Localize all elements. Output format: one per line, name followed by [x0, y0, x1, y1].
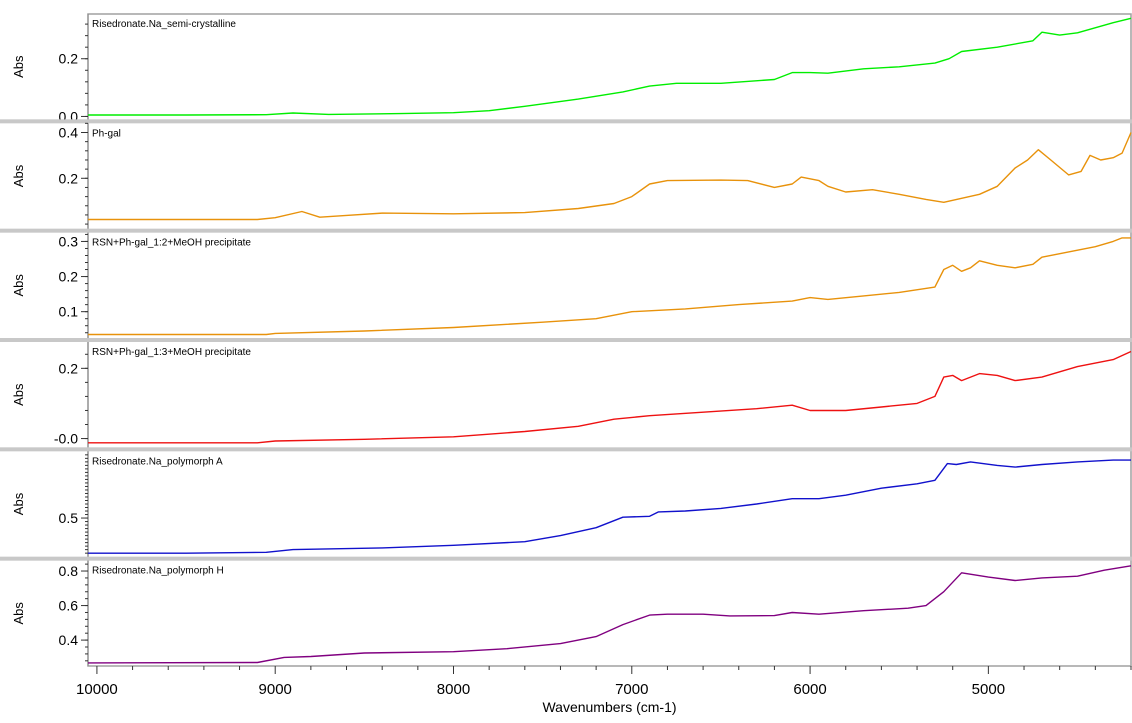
panel-separator: [0, 119, 1132, 124]
panel-title: Risedronate.Na_polymorph A: [92, 456, 223, 467]
spectrum-line: [88, 132, 1132, 221]
y-tick-label: 0.2: [59, 51, 79, 67]
y-axis-label: Abs: [11, 55, 26, 78]
panel-title: Risedronate.Na_semi-crystalline: [92, 19, 236, 30]
y-tick-label: 0.8: [59, 563, 79, 579]
panel-separator: [0, 228, 1132, 233]
x-tick-label: 8000: [437, 681, 470, 698]
y-axis-label: Abs: [11, 383, 26, 406]
x-tick-label: 5000: [972, 681, 1005, 698]
panel-title: RSN+Ph-gal_1:3+MeOH precipitate: [92, 347, 251, 358]
x-tick-label: 6000: [793, 681, 826, 698]
y-tick-label: 0.2: [59, 269, 79, 285]
y-tick-label: 0.4: [59, 124, 79, 140]
spectrum-line: [88, 350, 1132, 444]
panel-title: Ph-gal: [92, 128, 121, 139]
spectrum-line: [88, 237, 1131, 336]
panel-separator: [0, 447, 1132, 452]
panel-separator: [0, 556, 1132, 561]
y-tick-label: 0.6: [59, 598, 79, 614]
y-tick-label: 0.2: [59, 170, 79, 186]
panel-title: Risedronate.Na_polymorph H: [92, 566, 224, 577]
y-axis-label: Abs: [11, 492, 26, 515]
y-tick-label: -0.0: [54, 431, 78, 447]
spectrum-line: [88, 17, 1132, 116]
y-tick-label: 0.4: [59, 632, 79, 648]
spectrum-line: [87, 565, 1132, 664]
x-tick-label: 10000: [76, 681, 118, 698]
x-tick-label: 9000: [259, 681, 292, 698]
panel-title: RSN+Ph-gal_1:2+MeOH precipitate: [92, 238, 251, 249]
x-tick-label: 7000: [615, 681, 648, 698]
y-tick-label: 0.5: [59, 510, 79, 526]
spectrum-line: [88, 459, 1131, 554]
y-tick-label: 0.3: [59, 233, 79, 249]
panel-separator: [0, 338, 1132, 342]
y-tick-label: 0.2: [59, 360, 79, 376]
x-axis-title: Wavenumbers (cm-1): [542, 699, 676, 715]
y-axis-label: Abs: [11, 164, 26, 187]
y-axis-label: Abs: [11, 602, 26, 625]
y-axis-label: Abs: [11, 274, 26, 297]
y-tick-label: 0.1: [59, 304, 79, 320]
